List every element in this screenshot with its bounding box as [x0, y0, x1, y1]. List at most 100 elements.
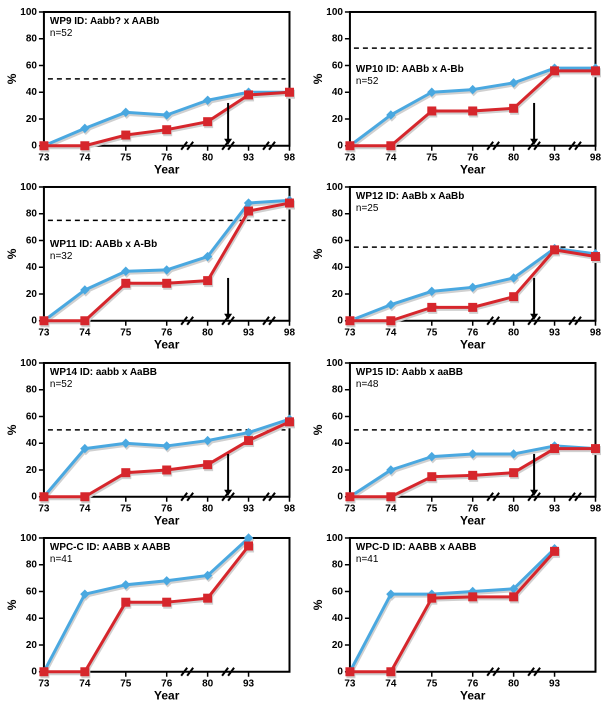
svg-text:93: 93 [243, 153, 255, 164]
y-axis-label: % [5, 73, 19, 84]
series-red-marker [40, 142, 48, 150]
x-axis-label: Year [154, 513, 180, 526]
svg-text:93: 93 [549, 328, 561, 339]
panel-title: WP14 ID: aabb x AaBB [50, 366, 157, 377]
svg-text:98: 98 [284, 153, 296, 164]
series-red-marker [245, 91, 253, 99]
svg-text:80: 80 [26, 384, 38, 395]
svg-text:40: 40 [26, 262, 38, 273]
series-red-marker [163, 466, 171, 474]
svg-text:93: 93 [243, 328, 255, 339]
svg-text:20: 20 [331, 464, 343, 475]
x-axis-label: Year [460, 513, 486, 526]
svg-text:93: 93 [549, 503, 561, 514]
chart-svg: 02040608010073747576809398%YearWP15 ID: … [308, 355, 607, 527]
svg-text:100: 100 [20, 357, 37, 368]
svg-text:100: 100 [20, 533, 37, 544]
svg-text:74: 74 [79, 503, 91, 514]
series-red-marker [81, 668, 89, 676]
y-axis-label: % [310, 424, 324, 435]
svg-text:74: 74 [385, 678, 397, 689]
series-red-marker [550, 444, 558, 452]
chart-svg: 02040608010073747576809398%YearWP14 ID: … [2, 355, 301, 527]
svg-text:100: 100 [326, 182, 343, 193]
chart-panel-wp9: 02040608010073747576809398%YearWP9 ID: A… [2, 4, 302, 173]
svg-text:40: 40 [331, 438, 343, 449]
series-red-marker [427, 472, 435, 480]
panel-sample-size: n=52 [50, 378, 73, 389]
svg-text:75: 75 [426, 678, 438, 689]
svg-text:0: 0 [337, 316, 343, 327]
svg-text:100: 100 [326, 533, 343, 544]
svg-text:98: 98 [589, 328, 601, 339]
svg-text:75: 75 [426, 153, 438, 164]
panel-sample-size: n=32 [50, 251, 73, 262]
series-red-marker [468, 593, 476, 601]
panel-title: WPC-D ID: AABB x AABB [355, 542, 476, 553]
series-red-marker [468, 471, 476, 479]
series-red-marker [81, 492, 89, 500]
svg-text:0: 0 [337, 666, 343, 677]
svg-text:93: 93 [243, 678, 255, 689]
panel-title: WP15 ID: Aabb x aaBB [355, 366, 462, 377]
chart-panel-wp15: 02040608010073747576809398%YearWP15 ID: … [308, 355, 608, 524]
series-red-marker [591, 444, 599, 452]
series-red-marker [345, 317, 353, 325]
svg-text:74: 74 [385, 153, 397, 164]
svg-text:20: 20 [331, 640, 343, 651]
svg-text:98: 98 [589, 503, 601, 514]
svg-text:98: 98 [589, 153, 601, 164]
svg-text:60: 60 [26, 60, 38, 71]
svg-text:0: 0 [337, 491, 343, 502]
svg-text:75: 75 [426, 503, 438, 514]
series-red-marker [245, 207, 253, 215]
panel-title: WP9 ID: Aabb? x AABb [50, 16, 159, 27]
svg-text:100: 100 [326, 357, 343, 368]
chart-panel-wp12: 02040608010073747576809398%YearWP12 ID: … [308, 179, 608, 348]
svg-text:60: 60 [26, 236, 38, 247]
svg-text:80: 80 [331, 559, 343, 570]
svg-text:40: 40 [26, 613, 38, 624]
svg-text:74: 74 [385, 328, 397, 339]
svg-text:20: 20 [26, 464, 38, 475]
series-red-marker [509, 593, 517, 601]
series-red-marker [122, 280, 130, 288]
series-red-marker [591, 67, 599, 75]
svg-text:20: 20 [26, 289, 38, 300]
svg-text:0: 0 [337, 141, 343, 152]
series-red-marker [345, 142, 353, 150]
series-red-marker [163, 126, 171, 134]
series-red-marker [81, 142, 89, 150]
svg-text:60: 60 [26, 411, 38, 422]
y-axis-label: % [310, 248, 324, 259]
svg-text:80: 80 [202, 328, 214, 339]
chart-svg: 020406080100737475768093%YearWPC-C ID: A… [2, 530, 301, 702]
panel-sample-size: n=52 [355, 76, 378, 87]
svg-text:80: 80 [331, 384, 343, 395]
x-axis-label: Year [154, 688, 180, 701]
series-red-marker [40, 668, 48, 676]
chart-panel-wp14: 02040608010073747576809398%YearWP14 ID: … [2, 355, 302, 524]
series-red-marker [386, 317, 394, 325]
svg-text:73: 73 [38, 153, 50, 164]
series-red-marker [285, 88, 293, 96]
svg-text:75: 75 [120, 503, 132, 514]
svg-text:98: 98 [284, 503, 296, 514]
series-red-marker [468, 107, 476, 115]
series-red-marker [122, 468, 130, 476]
series-red-marker [285, 417, 293, 425]
series-red-marker [163, 598, 171, 606]
svg-text:100: 100 [326, 7, 343, 18]
series-red-marker [81, 317, 89, 325]
series-red-marker [245, 542, 253, 550]
series-red-marker [386, 668, 394, 676]
panel-sample-size: n=41 [355, 554, 378, 565]
svg-text:40: 40 [26, 438, 38, 449]
x-axis-label: Year [460, 163, 486, 176]
panel-title: WPC-C ID: AABB x AABB [50, 542, 171, 553]
svg-text:75: 75 [120, 153, 132, 164]
panel-sample-size: n=41 [50, 554, 73, 565]
panel-sample-size: n=25 [355, 203, 378, 214]
series-red-marker [509, 468, 517, 476]
series-red-marker [591, 253, 599, 261]
